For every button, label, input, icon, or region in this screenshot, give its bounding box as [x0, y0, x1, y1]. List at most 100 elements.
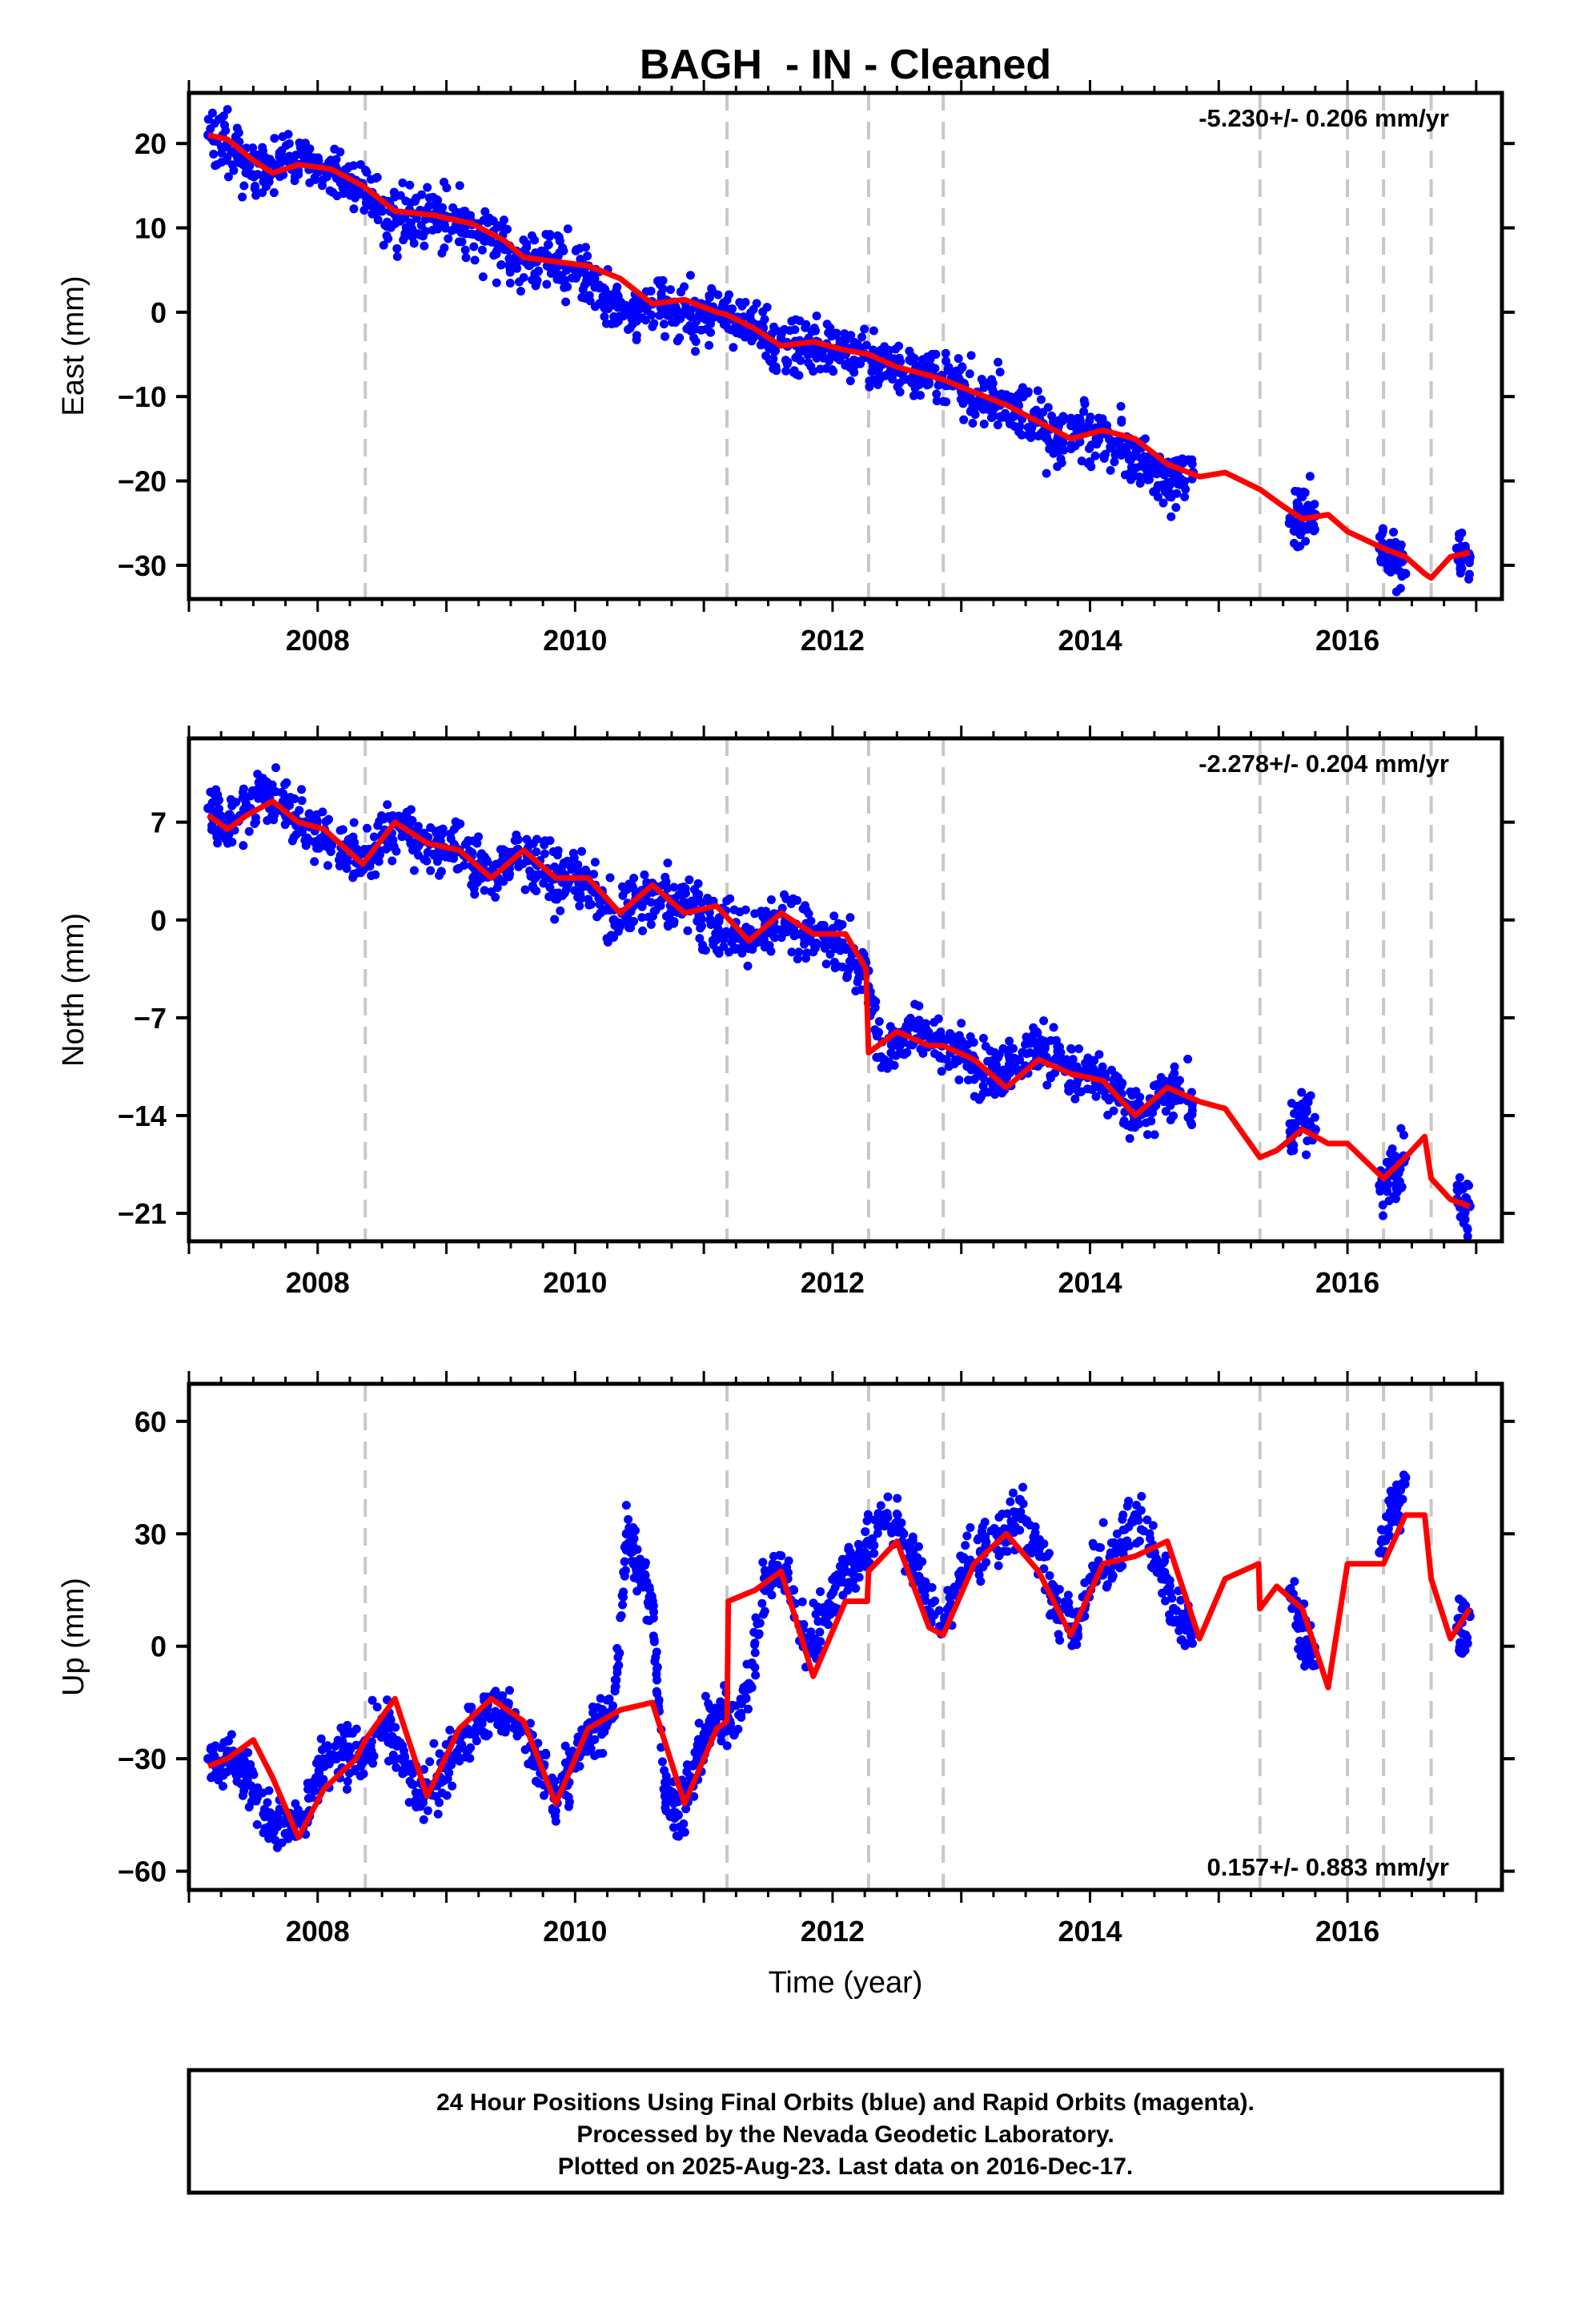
data-point [794, 947, 804, 957]
data-point [1101, 1092, 1110, 1101]
data-point [718, 930, 728, 939]
data-point [1172, 1606, 1182, 1615]
data-point [685, 875, 694, 885]
data-point [1297, 1088, 1307, 1097]
data-point [945, 1060, 954, 1070]
data-point [828, 1574, 837, 1584]
data-point [1171, 503, 1181, 513]
footer-line-2: Processed by the Nevada Geodetic Laborat… [576, 2121, 1114, 2148]
data-point [805, 1631, 814, 1641]
data-point [1377, 1535, 1387, 1545]
data-point [1396, 1124, 1406, 1133]
chart-title: BAGH - IN - Cleaned [640, 42, 1051, 88]
data-point [207, 108, 217, 118]
data-point [1145, 1529, 1154, 1538]
data-point [310, 1787, 319, 1796]
data-point [460, 207, 470, 216]
data-point [881, 1514, 891, 1524]
data-point [547, 1773, 556, 1783]
data-point [719, 942, 729, 951]
data-point [829, 911, 839, 921]
data-point [455, 181, 464, 191]
data-point [880, 342, 889, 352]
data-point [1300, 488, 1310, 497]
data-point [838, 1566, 848, 1575]
data-point [272, 1811, 282, 1821]
data-point [1289, 1140, 1299, 1150]
data-point [1293, 523, 1303, 533]
data-point [1124, 1497, 1134, 1506]
data-point [978, 1034, 988, 1043]
data-point [573, 893, 583, 903]
data-point [620, 1557, 629, 1566]
data-point [271, 763, 281, 773]
data-point [1392, 1492, 1402, 1502]
data-point [1094, 1542, 1104, 1552]
rate-annotation-north: -2.278+/- 0.204 mm/yr [1199, 750, 1449, 778]
data-point [845, 1578, 854, 1587]
data-point [332, 1753, 342, 1763]
data-point [909, 1547, 918, 1557]
data-point [277, 1838, 287, 1848]
data-point [1042, 468, 1051, 478]
data-point [872, 1031, 881, 1041]
data-point [1115, 1563, 1125, 1573]
data-point [629, 917, 639, 927]
data-point [759, 935, 769, 944]
y-tick-label: 20 [135, 127, 167, 160]
data-point [673, 336, 682, 346]
data-point [1034, 1552, 1044, 1562]
data-point [560, 283, 569, 292]
data-point [491, 1687, 500, 1696]
data-point [621, 1501, 631, 1510]
data-point [216, 811, 226, 821]
data-point [677, 1827, 687, 1837]
data-point [861, 1527, 870, 1537]
data-point [601, 319, 611, 328]
y-tick-label: −60 [118, 1856, 167, 1888]
data-point [282, 778, 291, 787]
data-point [943, 1586, 953, 1595]
data-point [532, 275, 542, 285]
data-point [706, 919, 716, 929]
data-point [1167, 1594, 1177, 1603]
data-point [209, 1750, 219, 1759]
data-point [315, 1770, 324, 1779]
data-point [978, 1522, 987, 1532]
data-point [1067, 1641, 1077, 1651]
data-point [1378, 524, 1387, 533]
data-point [795, 348, 805, 357]
data-point [428, 225, 437, 235]
data-point [223, 105, 232, 115]
data-point [481, 1730, 491, 1739]
data-point [780, 890, 789, 899]
data-point [264, 159, 274, 168]
data-point [1306, 1091, 1315, 1100]
data-point [1136, 1525, 1146, 1534]
data-point [669, 883, 679, 892]
data-point [728, 1725, 737, 1735]
data-point [961, 1541, 970, 1550]
data-point [845, 913, 855, 923]
data-point [359, 865, 368, 875]
data-point [223, 1735, 233, 1745]
data-point [930, 1596, 940, 1606]
data-point [798, 904, 808, 914]
data-point [824, 328, 833, 338]
data-point [749, 1627, 759, 1637]
data-point [937, 1067, 946, 1076]
data-point [797, 1597, 807, 1606]
data-point [520, 885, 530, 895]
data-point [1122, 448, 1132, 458]
data-point [1142, 1515, 1152, 1525]
data-point [816, 1586, 825, 1596]
data-point [409, 866, 419, 875]
data-point [957, 1036, 966, 1046]
data-point [959, 1553, 969, 1562]
data-point [920, 1591, 930, 1601]
data-point [765, 357, 775, 367]
data-point [1101, 449, 1110, 459]
data-point [681, 898, 690, 907]
data-point [291, 1799, 300, 1808]
